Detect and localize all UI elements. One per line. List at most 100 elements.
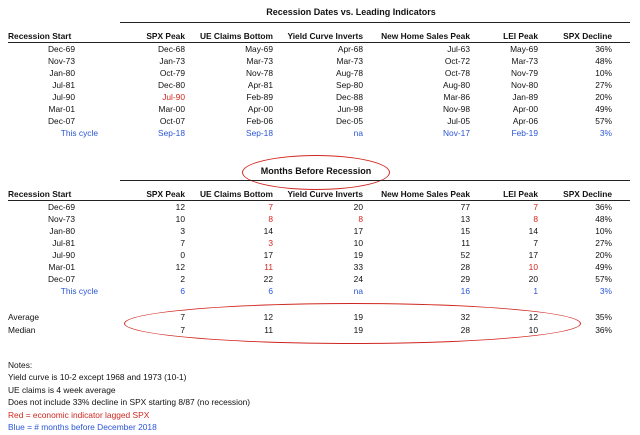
table2-row-0-recession-start: Dec-69 [48,202,75,212]
table2-row-3-spx-peak: 7 [180,238,185,248]
table1-row-0-spx-decline: 36% [595,44,612,54]
table1-row-0-lei-peak: May-69 [510,44,538,54]
table1-header-lei-peak: LEI Peak [503,31,538,41]
table1-header-ue-claims-bottom: UE Claims Bottom [199,31,273,41]
table1-row-1-new-home-sales-peak: Oct-72 [444,56,470,66]
table1-row-7-yield-curve-inverts: na [353,128,363,138]
table2-row-1-spx-decline: 48% [595,214,612,224]
table2-row-7-spx-decline: 3% [599,286,612,296]
table1-row-7-new-home-sales-peak: Nov-17 [443,128,470,138]
table2-row-4-spx-peak: 0 [180,250,185,260]
note-line-3: Does not include 33% decline in SPX star… [8,397,251,408]
table1-row-1-ue-claims-bottom: Mar-73 [246,56,273,66]
table1-row-1-lei-peak: Mar-73 [511,56,538,66]
table2-summary-0-recession-start: Average [8,312,40,322]
table1-row-5-lei-peak: Apr-00 [512,104,538,114]
note-line-0: Notes: [8,360,33,370]
note-line-1: Yield curve is 10-2 except 1968 and 1973… [8,372,187,383]
table2-row-4-ue-claims-bottom: 17 [263,250,273,260]
table2-row-6-yield-curve-inverts: 24 [353,274,363,284]
table2-header-yield-curve-inverts: Yield Curve Inverts [287,189,363,199]
table2-row-6-spx-decline: 57% [595,274,612,284]
table2-row-1-lei-peak: 8 [533,214,538,224]
table2-summary-1-spx-decline: 36% [595,324,612,335]
table1-row-5-yield-curve-inverts: Jun-98 [337,104,363,114]
table2-row-1-recession-start: Nov-73 [48,214,75,224]
table1-row-1-recession-start: Nov-73 [48,56,75,66]
table2-row-0-yield-curve-inverts: 20 [353,202,363,212]
table2-row-1-new-home-sales-peak: 13 [460,214,470,224]
table1-row-3-spx-peak: Dec-80 [158,80,185,90]
table1-row-5-new-home-sales-peak: Nov-98 [443,104,470,114]
table2-row-0-spx-peak: 12 [175,202,185,212]
table2-row-3-lei-peak: 7 [533,238,538,248]
table2-row-5-new-home-sales-peak: 28 [460,262,470,272]
table1-header-rule [8,42,630,43]
table2-summary-1-lei-peak: 10 [528,324,538,335]
table1-row-4-yield-curve-inverts: Dec-88 [336,92,363,102]
table2-row-2-ue-claims-bottom: 14 [263,226,273,236]
table2-row-0-spx-decline: 36% [595,202,612,212]
table2-header-recession-start: Recession Start [8,189,72,199]
table1-row-5-spx-peak: Mar-00 [158,104,185,114]
table2-row-1-ue-claims-bottom: 8 [268,214,273,224]
table2-row-7-ue-claims-bottom: 6 [268,286,273,296]
table2-summary-0-new-home-sales-peak: 32 [460,312,470,322]
table2-summary-0-lei-peak: 12 [528,312,538,322]
table2-row-6-new-home-sales-peak: 29 [460,274,470,284]
table1-row-0-spx-peak: Dec-68 [158,44,185,54]
table1-row-2-recession-start: Jan-80 [49,68,75,78]
table2-summary-0-spx-peak: 7 [180,312,185,322]
table2-row-1-yield-curve-inverts: 8 [358,214,363,224]
table2-row-5-lei-peak: 10 [528,262,538,272]
table1-row-6-yield-curve-inverts: Dec-05 [336,116,363,126]
table1-row-5-recession-start: Mar-01 [48,104,75,114]
table2-row-3-ue-claims-bottom: 3 [268,238,273,248]
table2-row-7-spx-peak: 6 [180,286,185,296]
table2-row-4-yield-curve-inverts: 19 [353,250,363,260]
table1-row-2-lei-peak: Nov-79 [511,68,538,78]
table1-row-6-spx-peak: Oct-07 [159,116,185,126]
table1-row-3-spx-decline: 27% [595,80,612,90]
table1-row-7-spx-decline: 3% [599,128,612,138]
table1-row-4-new-home-sales-peak: Mar-86 [443,92,470,102]
table2-row-6-spx-peak: 2 [180,274,185,284]
table1-title-rule [120,22,630,23]
table2-summary-1-spx-peak: 7 [180,324,185,335]
table2-row-7-recession-start: This cycle [60,286,98,296]
table2-row-7-new-home-sales-peak: 16 [460,286,470,296]
table2-row-4-lei-peak: 17 [528,250,538,260]
table1-row-7-lei-peak: Feb-19 [511,128,538,138]
table2-row-0-new-home-sales-peak: 77 [460,202,470,212]
table1-row-2-spx-decline: 10% [595,68,612,78]
table1-row-3-ue-claims-bottom: Apr-81 [247,80,273,90]
table2-row-5-spx-peak: 12 [175,262,185,272]
table2-summary-0-spx-decline: 35% [595,312,612,322]
table1-row-3-new-home-sales-peak: Aug-80 [442,80,470,90]
table1-row-3-recession-start: Jul-81 [52,80,75,90]
table2-row-4-spx-decline: 20% [595,250,612,260]
table2-header-spx-decline: SPX Decline [563,189,612,199]
table2-row-6-ue-claims-bottom: 22 [263,274,273,284]
table2-row-2-yield-curve-inverts: 17 [353,226,363,236]
table2-row-5-yield-curve-inverts: 33 [353,262,363,272]
highlight-oval-summary [124,303,581,344]
table1-row-5-ue-claims-bottom: Apr-00 [247,104,273,114]
table1-row-2-yield-curve-inverts: Aug-78 [335,68,363,78]
highlight-oval-title [242,155,390,190]
table1-row-4-spx-decline: 20% [595,92,612,102]
table1-row-6-spx-decline: 57% [595,116,612,126]
table1-row-3-lei-peak: Nov-80 [511,80,538,90]
table1-row-7-recession-start: This cycle [60,128,98,138]
table2-summary-1-recession-start: Median [8,324,36,335]
table1-row-1-spx-decline: 48% [595,56,612,66]
table1-row-1-spx-peak: Jan-73 [159,56,185,66]
table1-row-6-ue-claims-bottom: Feb-06 [246,116,273,126]
table2-summary-1-yield-curve-inverts: 19 [353,324,363,335]
table2-row-7-lei-peak: 1 [533,286,538,296]
table2-title-rule [120,180,630,181]
note-line-2: UE claims is 4 week average [8,384,116,395]
table2-header-spx-peak: SPX Peak [146,189,185,199]
table1-row-2-ue-claims-bottom: Nov-78 [246,68,273,78]
table1-row-0-yield-curve-inverts: Apr-68 [337,44,363,54]
